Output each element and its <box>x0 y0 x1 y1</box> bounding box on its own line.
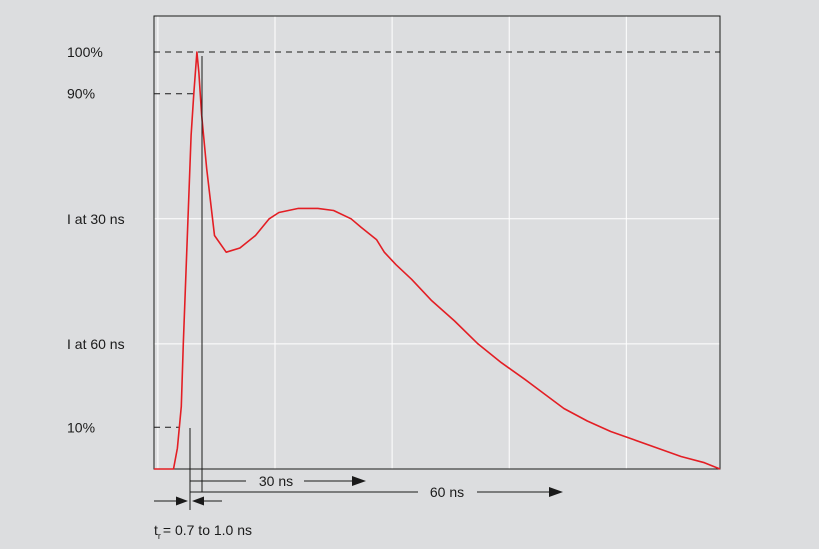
span-30-arrowhead <box>352 476 366 486</box>
grid-layer <box>154 16 720 469</box>
current-waveform-series <box>154 51 721 470</box>
y-tick-labels: 100% 90% I at 30 ns I at 60 ns 10% <box>67 44 720 435</box>
span-60-arrowhead <box>549 487 563 497</box>
y-tick-label: I at 30 ns <box>67 211 125 227</box>
rise-arrowhead-right <box>176 496 188 506</box>
series-layer <box>153 51 721 470</box>
y-tick-label: 10% <box>67 419 95 435</box>
rise-arrowhead-left <box>192 496 204 506</box>
span-60-label: 60 ns <box>430 484 464 500</box>
y-tick-label: 90% <box>67 86 95 102</box>
rise-time-symbol: t <box>154 522 158 538</box>
y-tick-label: I at 60 ns <box>67 336 125 352</box>
plot-frame <box>153 15 721 470</box>
rise-time-label: tr = 0.7 to 1.0 ns <box>154 522 252 541</box>
rise-time-text: = 0.7 to 1.0 ns <box>163 522 252 538</box>
rise-time-subscript: r <box>158 531 161 541</box>
y-tick-label: 100% <box>67 44 103 60</box>
span-30-label: 30 ns <box>259 473 293 489</box>
annotation-layer: 30 ns 60 ns tr = 0.7 to 1.0 ns <box>154 56 563 541</box>
